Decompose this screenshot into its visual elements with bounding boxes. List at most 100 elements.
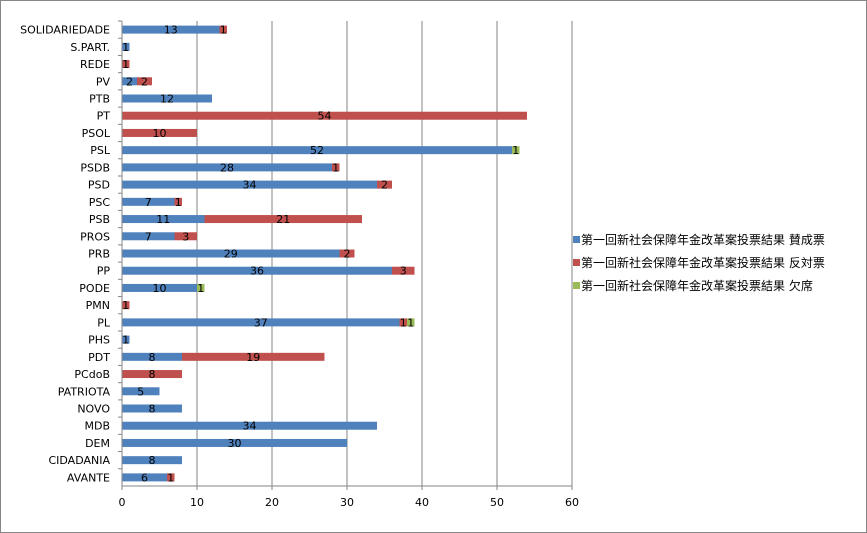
bar-segment xyxy=(122,163,332,172)
bar-segment xyxy=(407,318,415,327)
category-label: PODE xyxy=(79,282,110,295)
category-label: CIDADANIA xyxy=(48,454,110,467)
data-label: 3 xyxy=(182,230,189,243)
data-label: 37 xyxy=(254,316,268,329)
bar-segment xyxy=(174,232,197,241)
data-label: 1 xyxy=(122,41,129,54)
data-label: 7 xyxy=(145,196,152,209)
data-label: 6 xyxy=(141,471,148,484)
category-label: PATRIOTA xyxy=(58,385,111,398)
bar-segment xyxy=(197,283,205,292)
data-label: 1 xyxy=(175,196,182,209)
bar-segment xyxy=(377,180,392,189)
bar-segment xyxy=(122,456,182,465)
data-label: 10 xyxy=(153,127,167,140)
bar-segment xyxy=(122,421,377,430)
data-label: 8 xyxy=(149,368,156,381)
bar-segment xyxy=(122,352,182,361)
data-label: 8 xyxy=(149,403,156,416)
data-label: 3 xyxy=(400,265,407,278)
x-tick-label: 10 xyxy=(190,496,204,509)
bar-segment xyxy=(122,77,137,86)
bar-segment xyxy=(122,232,175,241)
bar-segment xyxy=(167,473,175,482)
data-label: 36 xyxy=(250,265,264,278)
bar-segment xyxy=(122,438,347,447)
category-label: PMN xyxy=(86,299,110,312)
x-tick-label: 50 xyxy=(490,496,504,509)
x-tick-label: 60 xyxy=(565,496,579,509)
data-label: 2 xyxy=(381,179,388,192)
data-label: 10 xyxy=(153,282,167,295)
data-label: 5 xyxy=(137,385,144,398)
bar-segment xyxy=(332,163,340,172)
category-label: PDT xyxy=(88,351,110,364)
category-label: DEM xyxy=(85,437,110,450)
bar-segment xyxy=(204,215,362,224)
category-label: PSL xyxy=(90,144,111,157)
data-label: 1 xyxy=(197,282,204,295)
category-label: PTB xyxy=(89,93,110,106)
category-label: PCdoB xyxy=(74,368,110,381)
category-label: PT xyxy=(97,110,111,123)
x-tick-label: 40 xyxy=(415,496,429,509)
bar-segment xyxy=(137,77,152,86)
category-label: AVANTE xyxy=(67,471,110,484)
bar-segment xyxy=(339,249,355,258)
bar-segment xyxy=(122,473,167,482)
bar-segment xyxy=(122,387,160,396)
data-label: 34 xyxy=(243,420,257,433)
category-label: S.PART. xyxy=(70,41,110,54)
data-label: 1 xyxy=(332,161,339,174)
x-tick-label: 20 xyxy=(265,496,279,509)
data-label: 30 xyxy=(228,437,242,450)
bar-segment xyxy=(122,42,130,51)
bar-segment xyxy=(399,318,407,327)
bar-segment xyxy=(392,266,415,275)
data-label: 34 xyxy=(243,179,257,192)
bar-segment xyxy=(122,249,340,258)
category-label: PL xyxy=(97,316,111,329)
category-label: PHS xyxy=(88,334,110,347)
x-tick-label: 30 xyxy=(340,496,354,509)
data-label: 1 xyxy=(220,24,227,37)
data-label: 2 xyxy=(141,75,148,88)
data-label: 52 xyxy=(310,144,324,157)
category-label: SOLIDARIEDADE xyxy=(20,24,110,37)
category-label: PSDB xyxy=(80,161,110,174)
axes: 0 10 20 30 40 50 60 SOLIDARIEDADE S.PART. REDE PV P… xyxy=(20,20,579,509)
bar-segment xyxy=(122,60,130,69)
data-label: 1 xyxy=(512,144,519,157)
data-label: 19 xyxy=(246,351,260,364)
bar-segment xyxy=(122,111,527,120)
data-label: 1 xyxy=(167,471,174,484)
legend-label: 第一回新社会保障年金改革案投票結果 反対票 xyxy=(581,255,825,270)
bar-segment xyxy=(219,25,227,34)
bar-segment xyxy=(122,128,197,137)
data-label: 21 xyxy=(276,213,290,226)
data-label: 1 xyxy=(407,316,414,329)
category-label: PRB xyxy=(88,248,110,261)
category-label: PROS xyxy=(80,230,110,243)
bar-segment xyxy=(122,301,130,310)
category-label: MDB xyxy=(84,420,110,433)
bar-segment xyxy=(182,352,325,361)
data-label: 2 xyxy=(344,248,351,261)
bar-segment xyxy=(122,266,392,275)
data-label: 11 xyxy=(156,213,170,226)
data-label: 8 xyxy=(149,351,156,364)
data-label: 7 xyxy=(145,230,152,243)
category-label: PSC xyxy=(89,196,111,209)
category-label: NOVO xyxy=(77,403,110,416)
category-label: REDE xyxy=(80,58,110,71)
data-label: 1 xyxy=(122,334,129,347)
data-label: 28 xyxy=(220,161,234,174)
category-label: PV xyxy=(96,75,111,88)
data-label: 1 xyxy=(400,316,407,329)
bar-segment xyxy=(122,197,175,206)
data-label: 8 xyxy=(149,454,156,467)
data-label: 54 xyxy=(318,110,332,123)
bar-segment xyxy=(174,197,182,206)
